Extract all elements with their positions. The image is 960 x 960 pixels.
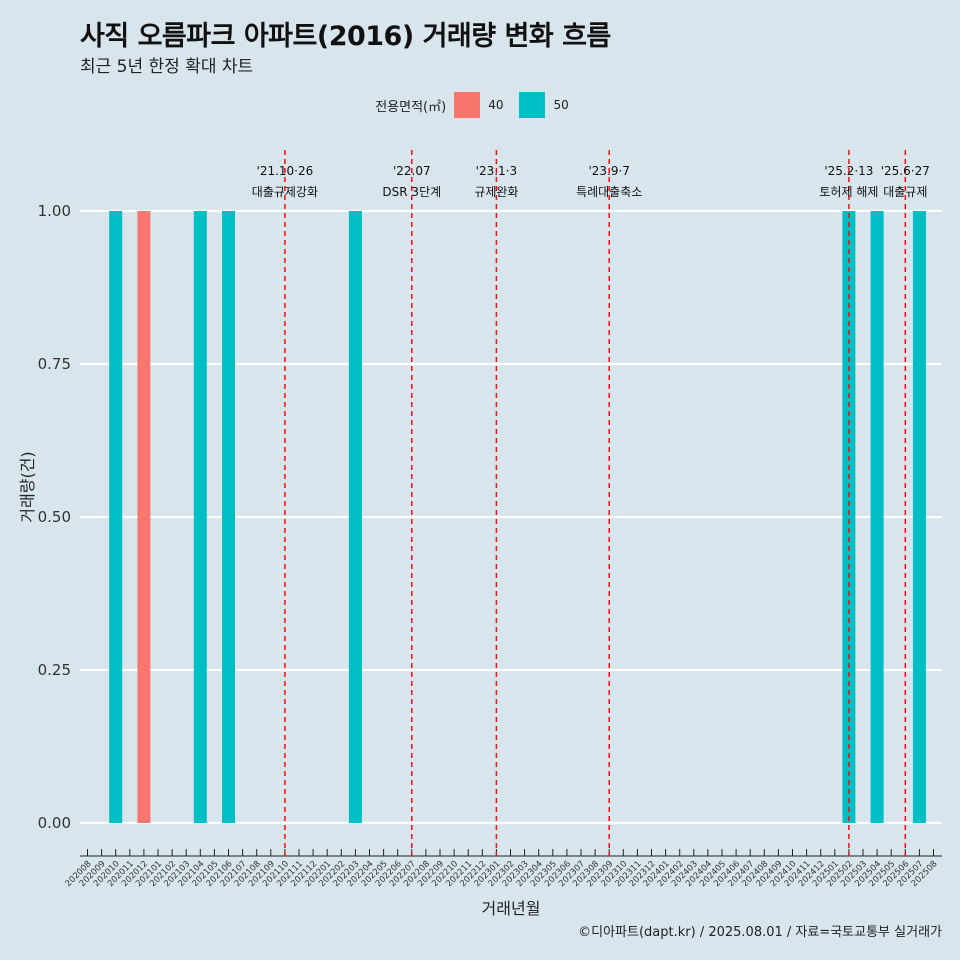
event-date-label: '23.1·3	[476, 164, 517, 178]
legend-swatch-50	[519, 92, 546, 118]
bar	[193, 211, 207, 823]
event-date-label: '23.9·7	[588, 164, 629, 178]
event-date-label: '22.07	[393, 164, 431, 178]
y-tick-label: 0.00	[38, 814, 71, 832]
event-date-label: '25.6·27	[881, 164, 930, 178]
event-name-label: 특례대출축소	[576, 185, 642, 199]
x-axis-title: 거래년월	[482, 899, 541, 918]
legend-item-40: 40	[454, 92, 511, 118]
event-name-label: 대출규제	[883, 185, 927, 199]
event-date-label: '21.10·26	[257, 164, 314, 178]
y-tick-label: 0.25	[38, 661, 71, 679]
chart-title: 사직 오름파크 아파트(2016) 거래량 변화 흐름	[80, 21, 611, 52]
legend-title: 전용면적(㎡)	[375, 99, 447, 115]
event-name-label: 대출규제강화	[252, 185, 318, 199]
y-tick-label: 0.50	[38, 508, 71, 526]
bar	[870, 211, 884, 823]
legend-swatch-40	[454, 92, 481, 118]
bar	[842, 211, 856, 823]
y-axis-title: 거래량(건)	[18, 451, 37, 522]
y-tick-label: 0.75	[38, 355, 71, 373]
event-name-label: DSR 3단계	[382, 185, 441, 199]
y-tick-label: 1.00	[38, 202, 71, 220]
source-caption: ©디아파트(dapt.kr) / 2025.08.01 / 자료=국토교통부 실…	[578, 925, 942, 940]
legend: 전용면적(㎡) 40 50	[0, 92, 960, 118]
bar	[912, 211, 926, 823]
chart-subtitle: 최근 5년 한정 확대 차트	[80, 57, 254, 77]
event-name-label: 규제완화	[474, 185, 518, 199]
legend-label-40: 40	[488, 98, 504, 112]
event-date-label: '25.2·13	[824, 164, 873, 178]
legend-item-50: 50	[519, 92, 576, 118]
bar	[137, 211, 151, 823]
bar	[109, 211, 123, 823]
legend-label-50: 50	[553, 98, 569, 112]
bar	[348, 211, 362, 823]
bar	[222, 211, 235, 823]
event-name-label: 토허제 해제	[819, 185, 878, 199]
